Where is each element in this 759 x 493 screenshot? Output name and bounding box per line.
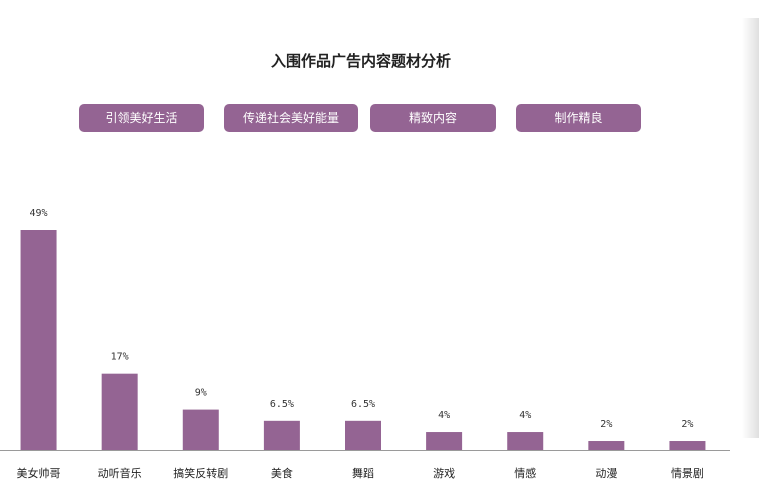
bar-value-label-6: 4% [519, 410, 531, 421]
category-label-0: 美女帅哥 [17, 466, 61, 480]
bar-6 [507, 432, 544, 450]
tag-refined-content: 精致内容 [370, 104, 496, 132]
bar-value-label-0: 49% [30, 208, 48, 219]
bar-0 [20, 230, 57, 450]
bar-3 [263, 420, 300, 450]
category-label-8: 情景剧 [671, 467, 704, 480]
bar-value-label-2: 9% [195, 388, 207, 399]
tag-positive-energy: 传递社会美好能量 [224, 104, 358, 132]
bar-5 [426, 432, 463, 450]
category-label-3: 美食 [271, 466, 293, 480]
category-label-1: 动听音乐 [98, 466, 142, 480]
category-label-5: 游戏 [433, 467, 455, 480]
tag-lead-good-life: 引领美好生活 [79, 104, 204, 132]
tag-fine-production: 制作精良 [516, 104, 641, 132]
bar-value-label-3: 6.5% [270, 399, 294, 410]
bar-value-label-8: 2% [681, 419, 693, 430]
bar-4 [345, 420, 381, 450]
bar-8 [669, 441, 706, 450]
bar-7 [588, 441, 625, 450]
bar-value-label-1: 17% [111, 352, 129, 363]
category-label-7: 动漫 [595, 466, 617, 480]
right-edge-shadow [742, 18, 759, 438]
bar-1 [101, 373, 138, 450]
category-label-6: 情感 [514, 467, 536, 480]
bar-2 [182, 409, 219, 450]
bar-value-label-4: 6.5% [351, 399, 375, 410]
category-label-2: 搞笑反转剧 [173, 466, 228, 480]
bar-value-label-7: 2% [600, 419, 612, 430]
bar-value-label-5: 4% [438, 410, 450, 421]
chart-title: 入围作品广告内容题材分析 [270, 52, 451, 70]
category-label-4: 舞蹈 [352, 467, 374, 480]
